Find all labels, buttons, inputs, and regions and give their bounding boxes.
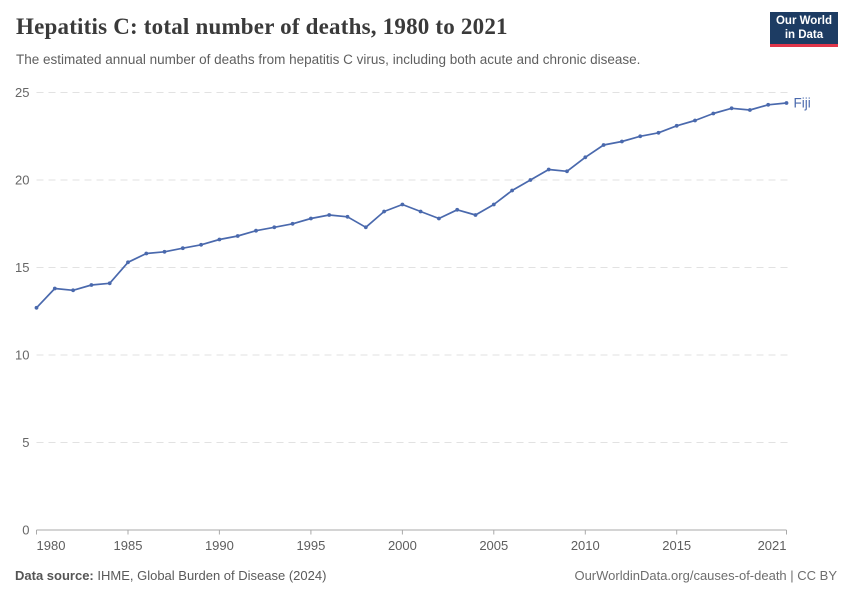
x-tick-label-1995: 1995: [296, 538, 325, 553]
data-source-line: Data source: IHME, Global Burden of Dise…: [15, 568, 326, 583]
data-point-2012[interactable]: [620, 139, 624, 144]
data-point-1983[interactable]: [89, 283, 94, 287]
data-point-1991[interactable]: [235, 234, 240, 238]
data-point-1998[interactable]: [363, 225, 368, 230]
data-point-2015[interactable]: [674, 123, 679, 128]
data-point-2010[interactable]: [583, 155, 588, 160]
owid-logo[interactable]: Our World in Data: [770, 12, 838, 47]
data-point-2014[interactable]: [656, 130, 661, 135]
data-point-2002[interactable]: [437, 216, 441, 221]
data-point-2020[interactable]: [766, 102, 771, 107]
data-point-2005[interactable]: [491, 202, 496, 207]
page-title: Hepatitis C: total number of deaths, 198…: [16, 14, 508, 39]
x-tick-label-2015: 2015: [662, 538, 691, 553]
data-point-2011[interactable]: [601, 143, 606, 147]
data-point-2013[interactable]: [638, 134, 643, 139]
x-tick-label-2021: 2021: [758, 538, 787, 553]
data-point-1980[interactable]: [34, 305, 39, 310]
data-point-2008[interactable]: [546, 167, 551, 172]
data-point-1993[interactable]: [272, 225, 277, 230]
x-tick-label-1980: 1980: [37, 538, 66, 553]
data-point-1985[interactable]: [126, 260, 130, 265]
x-tick-label-1990: 1990: [205, 538, 234, 553]
data-point-2006[interactable]: [510, 188, 514, 193]
y-tick-label-0: 0: [22, 523, 29, 538]
data-point-1994[interactable]: [290, 221, 295, 226]
data-point-2000[interactable]: [400, 202, 405, 207]
data-point-1996[interactable]: [327, 213, 332, 217]
x-tick-label-2000: 2000: [388, 538, 417, 553]
data-point-2004[interactable]: [473, 213, 478, 217]
owid-logo-text: Our World in Data: [776, 14, 832, 43]
y-tick-label-5: 5: [22, 435, 29, 450]
data-point-1995[interactable]: [309, 216, 313, 221]
data-point-1999[interactable]: [382, 209, 386, 214]
series-line-fiji[interactable]: [35, 102, 788, 309]
owid-logo-line1: Our World: [775, 14, 832, 27]
data-point-1984[interactable]: [107, 281, 112, 286]
data-point-2001[interactable]: [418, 209, 423, 214]
data-point-2019[interactable]: [748, 108, 752, 112]
chart-subtitle: The estimated annual number of deaths fr…: [16, 52, 641, 67]
data-point-1988[interactable]: [180, 246, 185, 251]
data-point-1986[interactable]: [144, 251, 149, 256]
y-tick-label-10: 10: [15, 348, 29, 363]
chart-footer: Data source: IHME, Global Burden of Dise…: [0, 568, 850, 588]
x-tick-label-2005: 2005: [479, 538, 508, 553]
credit-link[interactable]: OurWorldinData.org/causes-of-death | CC …: [574, 568, 837, 583]
data-point-1981[interactable]: [52, 286, 57, 291]
data-point-2021[interactable]: [784, 101, 789, 105]
data-point-2003[interactable]: [455, 207, 460, 212]
y-tick-label-20: 20: [15, 173, 29, 188]
data-point-2016[interactable]: [693, 118, 697, 123]
entity-label-fiji[interactable]: Fiji: [794, 96, 811, 111]
owid-logo-line2: in Data: [784, 29, 824, 41]
y-tick-label-15: 15: [15, 260, 29, 275]
data-source-text: IHME, Global Burden of Disease (2024): [93, 568, 327, 583]
y-tick-label-25: 25: [15, 85, 29, 100]
data-point-1990[interactable]: [217, 237, 222, 242]
data-point-1982[interactable]: [71, 288, 75, 293]
data-point-1989[interactable]: [199, 242, 204, 247]
data-point-2018[interactable]: [729, 106, 734, 111]
data-point-1987[interactable]: [162, 249, 167, 254]
data-point-2007[interactable]: [528, 178, 533, 182]
x-tick-label-1985: 1985: [114, 538, 143, 553]
data-point-2009[interactable]: [565, 169, 569, 174]
data-point-2017[interactable]: [711, 111, 716, 116]
data-point-1992[interactable]: [254, 228, 258, 233]
x-tick-label-2010: 2010: [571, 538, 600, 553]
data-source-label: Data source:: [15, 568, 94, 583]
data-point-1997[interactable]: [345, 214, 350, 219]
